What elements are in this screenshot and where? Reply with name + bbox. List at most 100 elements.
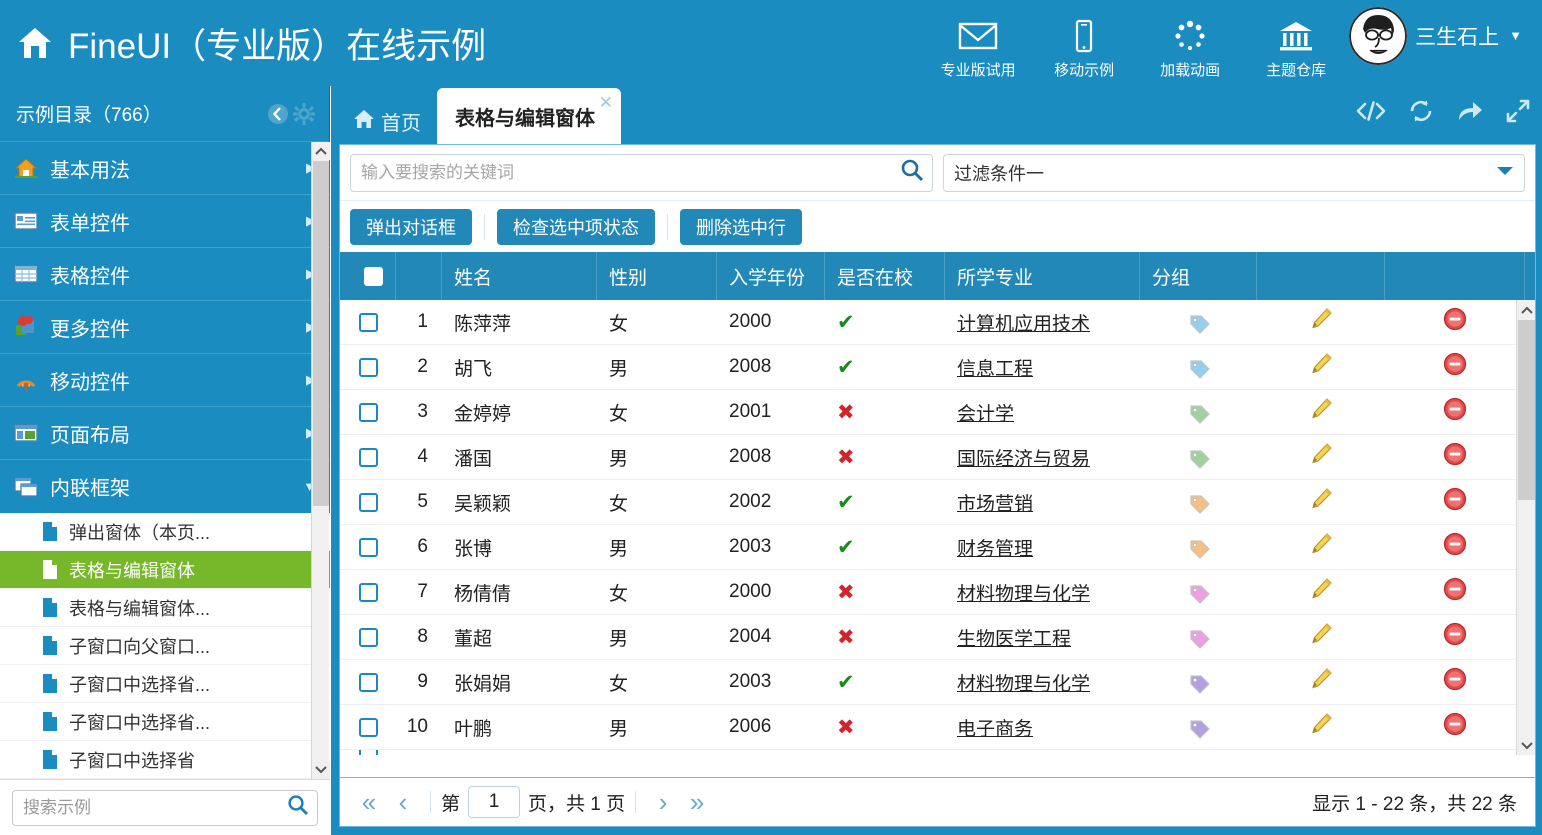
- pencil-icon[interactable]: [1308, 306, 1334, 338]
- pencil-icon[interactable]: [1308, 711, 1334, 743]
- sidebar-scroll-thumb[interactable]: [313, 161, 329, 506]
- search-box[interactable]: [350, 153, 933, 192]
- minus-circle-icon[interactable]: [1443, 712, 1467, 742]
- row-delete-cell[interactable]: [1385, 390, 1525, 434]
- grid-scroll-thumb[interactable]: [1518, 320, 1535, 500]
- row-checkbox-cell[interactable]: [340, 390, 396, 434]
- pencil-icon[interactable]: [1308, 576, 1334, 608]
- pencil-icon[interactable]: [1308, 486, 1334, 518]
- user-menu[interactable]: 三生石上 ▼: [1349, 6, 1536, 69]
- sidebar-search-input[interactable]: [23, 797, 287, 818]
- row-major[interactable]: 材料物理与化学: [945, 660, 1140, 704]
- row-edit-cell[interactable]: [1257, 705, 1385, 749]
- row-checkbox-cell[interactable]: [340, 345, 396, 389]
- row-major[interactable]: 会计学: [945, 390, 1140, 434]
- minus-circle-icon[interactable]: [1443, 307, 1467, 337]
- delete-selected-button[interactable]: 删除选中行: [680, 208, 802, 245]
- row-major-link[interactable]: 市场营销: [957, 493, 1034, 515]
- chevron-down-icon[interactable]: [1496, 164, 1514, 182]
- sidebar-subitem[interactable]: 弹出窗体（本页...: [0, 513, 330, 551]
- row-edit-cell[interactable]: [1257, 480, 1385, 524]
- scroll-up-icon[interactable]: [312, 142, 330, 160]
- table-row[interactable]: 6 张博 男 2003 ✔ 财务管理: [340, 525, 1535, 570]
- row-major-link[interactable]: 会计学: [957, 403, 1015, 425]
- minus-circle-icon[interactable]: [1443, 577, 1467, 607]
- tab-grid-edit-window[interactable]: 表格与编辑窗体 ✕: [437, 88, 621, 144]
- row-delete-cell[interactable]: [1385, 570, 1525, 614]
- table-row[interactable]: 2 胡飞 男 2008 ✔ 信息工程: [340, 345, 1535, 390]
- sidebar-item-iframe[interactable]: 内联框架 ▼: [0, 460, 330, 513]
- header-tool-theme[interactable]: 主题仓库: [1243, 7, 1349, 80]
- page-number-input[interactable]: [468, 786, 521, 818]
- minus-circle-icon[interactable]: [1443, 622, 1467, 652]
- row-major-link[interactable]: 信息工程: [957, 358, 1034, 380]
- sidebar-item-basic[interactable]: 基本用法 ▶: [0, 142, 330, 195]
- sidebar-subitem[interactable]: 表格与编辑窗体...: [0, 589, 330, 627]
- sidebar-subitem[interactable]: 子窗口中选择省...: [0, 703, 330, 741]
- pencil-icon[interactable]: [1308, 666, 1334, 698]
- sidebar-subitem[interactable]: 子窗口中选择省...: [0, 665, 330, 703]
- row-major[interactable]: 电子商务: [945, 705, 1140, 749]
- sidebar-item-layout[interactable]: 页面布局 ▶: [0, 407, 330, 460]
- row-delete-cell[interactable]: [1385, 525, 1525, 569]
- pencil-icon[interactable]: [1308, 351, 1334, 383]
- row-edit-cell[interactable]: [1257, 615, 1385, 659]
- table-row-partial[interactable]: [340, 750, 1535, 755]
- row-checkbox[interactable]: [358, 492, 378, 512]
- pencil-icon[interactable]: [1308, 531, 1334, 563]
- table-row[interactable]: 3 金婷婷 女 2001 ✖ 会计学: [340, 390, 1535, 435]
- row-checkbox-cell[interactable]: [340, 750, 396, 755]
- code-icon[interactable]: [1356, 100, 1386, 122]
- minus-circle-icon[interactable]: [1443, 442, 1467, 472]
- grid-header-sex[interactable]: 性别: [597, 252, 717, 300]
- table-row[interactable]: 1 陈萍萍 女 2000 ✔ 计算机应用技术: [340, 300, 1535, 345]
- row-delete-cell[interactable]: [1385, 480, 1525, 524]
- chevron-left-circle-icon[interactable]: [265, 101, 291, 127]
- brand[interactable]: FineUI（专业版）在线示例: [0, 18, 486, 69]
- row-checkbox[interactable]: [358, 402, 378, 422]
- minus-circle-icon[interactable]: [1443, 397, 1467, 427]
- row-checkbox-cell[interactable]: [340, 480, 396, 524]
- row-edit-cell[interactable]: [1257, 435, 1385, 479]
- row-major-link[interactable]: 计算机应用技术: [957, 313, 1091, 335]
- row-delete-cell[interactable]: [1385, 300, 1525, 344]
- row-checkbox[interactable]: [358, 357, 378, 377]
- row-edit-cell[interactable]: [1257, 570, 1385, 614]
- row-delete-cell[interactable]: [1385, 345, 1525, 389]
- table-row[interactable]: 9 张娟娟 女 2003 ✔ 材料物理与化学: [340, 660, 1535, 705]
- row-edit-cell[interactable]: [1257, 345, 1385, 389]
- row-checkbox-cell[interactable]: [340, 435, 396, 479]
- row-delete-cell[interactable]: [1385, 615, 1525, 659]
- pencil-icon[interactable]: [1308, 441, 1334, 473]
- row-checkbox-cell[interactable]: [340, 615, 396, 659]
- grid-header-year[interactable]: 入学年份: [717, 252, 825, 300]
- row-edit-cell[interactable]: [1257, 300, 1385, 344]
- row-major[interactable]: 市场营销: [945, 480, 1140, 524]
- grid-header-onschool[interactable]: 是否在校: [825, 252, 945, 300]
- scroll-down-icon[interactable]: [1517, 736, 1535, 755]
- row-checkbox[interactable]: [358, 750, 378, 755]
- gear-icon[interactable]: [291, 101, 317, 127]
- row-checkbox[interactable]: [358, 717, 378, 737]
- search-input[interactable]: [361, 162, 900, 183]
- grid-header-name[interactable]: 姓名: [442, 252, 597, 300]
- row-edit-cell[interactable]: [1257, 390, 1385, 434]
- table-row[interactable]: 10 叶鹏 男 2006 ✖ 电子商务: [340, 705, 1535, 750]
- chevron-down-icon[interactable]: ▼: [1509, 28, 1522, 43]
- row-major-link[interactable]: 材料物理与化学: [957, 673, 1091, 695]
- prev-page-button[interactable]: ‹: [398, 786, 408, 817]
- sidebar-subitem-active[interactable]: 表格与编辑窗体: [0, 551, 330, 589]
- table-row[interactable]: 4 潘国 男 2008 ✖ 国际经济与贸易: [340, 435, 1535, 480]
- row-checkbox-cell[interactable]: [340, 570, 396, 614]
- row-major[interactable]: 国际经济与贸易: [945, 435, 1140, 479]
- row-major[interactable]: 信息工程: [945, 345, 1140, 389]
- last-page-button[interactable]: »: [689, 786, 705, 817]
- grid-header-checkbox-cell[interactable]: [340, 252, 396, 300]
- minus-circle-icon[interactable]: [1443, 532, 1467, 562]
- sidebar-item-mobile[interactable]: 移动控件 ▶: [0, 354, 330, 407]
- row-checkbox-cell[interactable]: [340, 300, 396, 344]
- row-checkbox-cell[interactable]: [340, 660, 396, 704]
- header-tool-mobile[interactable]: 移动示例: [1031, 7, 1137, 80]
- header-tool-loading[interactable]: 加载动画: [1137, 7, 1243, 80]
- row-major-link[interactable]: 国际经济与贸易: [957, 448, 1091, 470]
